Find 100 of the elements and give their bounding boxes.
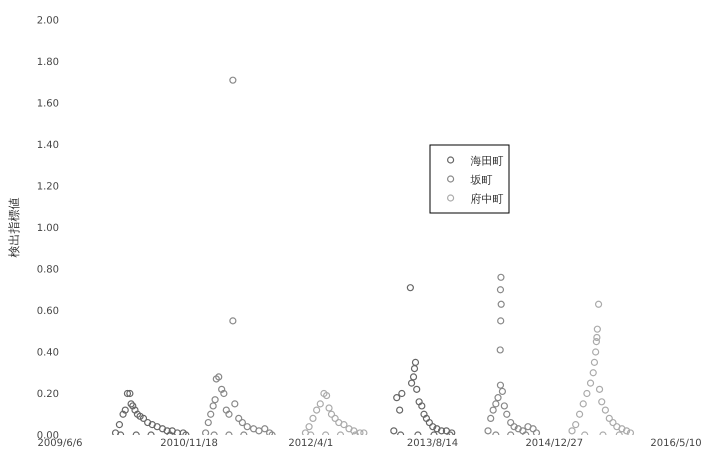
point: [229, 76, 236, 84]
point: [309, 414, 317, 422]
point: [592, 348, 600, 356]
point: [498, 300, 505, 308]
point: [442, 427, 450, 434]
x-tick-label: 2014/12/27: [525, 438, 584, 449]
point: [576, 410, 584, 418]
point: [180, 429, 187, 435]
point: [484, 427, 492, 434]
point: [222, 406, 230, 414]
point: [618, 425, 626, 432]
point: [590, 369, 597, 376]
point: [606, 414, 613, 422]
point: [168, 427, 176, 434]
point: [112, 429, 120, 435]
point: [204, 418, 212, 426]
x-tick-label: 2012/4/1: [288, 438, 334, 449]
point: [350, 427, 358, 434]
point: [622, 427, 630, 434]
point: [416, 398, 423, 406]
y-tick-label: 0.60: [36, 306, 59, 317]
point: [335, 418, 342, 426]
point: [529, 425, 537, 432]
y-tick-label: 2.00: [36, 16, 59, 26]
point: [514, 425, 522, 432]
point: [592, 338, 600, 346]
x-tick-label: 2010/11/18: [160, 438, 218, 449]
point: [325, 404, 333, 412]
point: [126, 390, 134, 398]
point: [426, 418, 433, 426]
point: [590, 358, 598, 366]
point: [408, 380, 416, 387]
point: [122, 406, 129, 414]
point: [210, 402, 217, 410]
point: [626, 429, 634, 435]
x-tick-label: 2016/5/10: [650, 438, 702, 449]
point: [438, 427, 446, 434]
point: [225, 410, 233, 418]
point: [218, 386, 226, 393]
point: [328, 410, 336, 418]
point: [266, 429, 274, 435]
point: [148, 421, 156, 428]
point: [498, 388, 506, 396]
point: [503, 410, 510, 418]
point: [144, 418, 152, 426]
point: [356, 429, 364, 435]
legend-label: 海田町: [470, 154, 504, 168]
point: [340, 421, 348, 428]
x-tick-label: 2013/8/14: [406, 438, 458, 449]
point: [586, 380, 594, 387]
point: [448, 429, 456, 435]
point: [255, 427, 263, 434]
point: [154, 423, 161, 430]
point: [220, 390, 228, 398]
point: [507, 418, 514, 426]
point: [602, 406, 609, 414]
point: [497, 317, 504, 324]
legend-label: 坂町: [470, 173, 493, 186]
point: [215, 373, 222, 380]
point: [244, 423, 251, 430]
point: [418, 402, 426, 410]
point: [393, 394, 400, 402]
point: [390, 427, 398, 434]
point: [320, 390, 328, 398]
point: [134, 410, 142, 418]
point: [238, 418, 246, 426]
point: [396, 406, 404, 414]
point: [229, 317, 236, 324]
point: [422, 414, 430, 422]
point: [164, 427, 171, 434]
point: [594, 300, 602, 308]
legend-label: 府中町: [470, 192, 504, 206]
point: [519, 427, 526, 434]
point: [136, 412, 144, 420]
point: [609, 418, 617, 426]
point: [212, 375, 220, 383]
point: [116, 421, 124, 428]
point: [316, 400, 324, 408]
point: [360, 429, 368, 435]
point: [231, 400, 238, 408]
point: [524, 423, 532, 430]
point: [594, 326, 601, 333]
point: [496, 286, 504, 294]
point: [433, 425, 440, 432]
point: [568, 427, 576, 434]
y-tick-label: 1.00: [36, 223, 59, 234]
point: [158, 425, 166, 432]
point: [202, 429, 210, 435]
point: [128, 400, 135, 408]
point: [212, 396, 219, 404]
y-tick-label: 0.20: [36, 389, 59, 400]
point: [250, 425, 258, 432]
point: [532, 429, 540, 435]
y-tick-label: 0.40: [36, 348, 59, 358]
y-tick-label: 1.40: [36, 140, 59, 151]
point: [119, 410, 127, 418]
point: [261, 425, 268, 432]
point: [596, 386, 604, 393]
y-tick-label: 1.80: [36, 57, 59, 68]
point: [490, 406, 497, 414]
